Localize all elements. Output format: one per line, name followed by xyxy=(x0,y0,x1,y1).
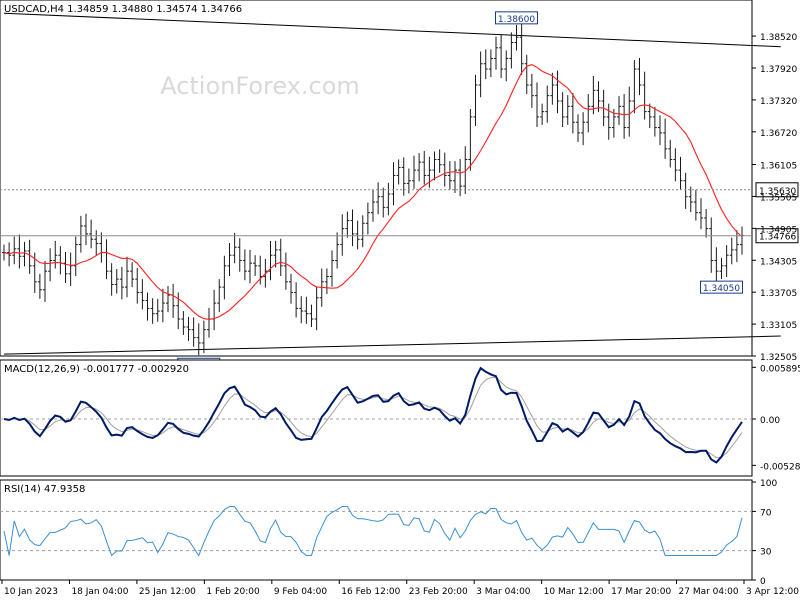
price-panel: ActionForex.com 1.35630 1.34766 1.38600 1.… xyxy=(0,0,799,371)
rsi-tick-label: 30 xyxy=(760,548,772,558)
price-plot-frame xyxy=(0,0,753,357)
moving-average-line xyxy=(3,64,743,321)
price-tick-label: 1.32505 xyxy=(760,353,797,363)
time-tick-label: 10 Mar 12:00 xyxy=(544,587,604,597)
price-tick-label: 1.37920 xyxy=(760,65,797,75)
rsi-tick-label: 0 xyxy=(760,577,766,587)
channel-lower-line xyxy=(3,335,781,355)
macd-signal-line xyxy=(3,376,743,458)
price-axis: 1.38520 1.37920 1.37320 1.36720 1.36105 1.355… xyxy=(752,33,797,363)
rsi-tick-label: 100 xyxy=(760,479,777,489)
macd-line xyxy=(3,366,743,464)
channel-upper-line xyxy=(3,12,781,48)
price-level-box xyxy=(755,182,799,198)
rsi-panel: RSI(14) 47.9358 100 70 30 0 xyxy=(0,479,777,587)
time-axis: 10 Jan 2023 18 Jan 04:00 25 Jan 12:00 1 Feb… xyxy=(1,580,799,597)
price-tick-label: 1.36720 xyxy=(760,129,797,139)
macd-header: MACD(12,26,9) -0.001777 -0.002920 xyxy=(4,364,189,375)
time-tick-label: 18 Jan 04:00 xyxy=(71,587,128,597)
time-tick-label: 25 Jan 12:00 xyxy=(139,587,196,597)
time-tick-label: 9 Feb 04:00 xyxy=(274,587,328,597)
price-level-box xyxy=(755,228,799,244)
time-tick-label: 17 Mar 20:00 xyxy=(611,587,671,597)
price-tick-label: 1.34905 xyxy=(760,225,797,235)
price-tick-label: 1.33705 xyxy=(760,289,797,299)
time-tick-label: 27 Mar 04:00 xyxy=(679,587,739,597)
price-tick-label: 1.37320 xyxy=(760,97,797,107)
swing-label: 1.34050 xyxy=(703,284,740,294)
price-tick-label: 1.38520 xyxy=(760,33,797,43)
price-bars xyxy=(2,22,744,356)
rsi-line xyxy=(3,506,743,557)
trend-channel xyxy=(3,12,781,355)
rsi-header: RSI(14) 47.9358 xyxy=(4,484,85,495)
watermark: ActionForex.com xyxy=(160,72,360,100)
swing-label: 1.38600 xyxy=(498,15,535,25)
swing-label-box xyxy=(700,280,743,294)
macd-plot-frame xyxy=(0,359,753,477)
price-level-label: 1.35630 xyxy=(759,187,796,197)
rsi-tick-label: 70 xyxy=(760,508,772,518)
macd-tick-label: 0.00 xyxy=(760,416,780,426)
price-tick-label: 1.33105 xyxy=(760,321,797,331)
macd-panel: MACD(12,26,9) -0.001777 -0.002920 0.0058… xyxy=(0,359,800,477)
time-tick-label: 23 Feb 20:00 xyxy=(409,587,468,597)
time-tick-label: 3 Apr 12:00 xyxy=(746,587,799,597)
rsi-plot-frame xyxy=(0,479,753,581)
price-tick-label: 1.34305 xyxy=(760,257,797,267)
price-level-label: 1.34766 xyxy=(759,233,796,243)
time-tick-label: 3 Mar 04:00 xyxy=(476,587,531,597)
rsi-axis: 100 70 30 0 xyxy=(0,479,777,587)
time-tick-label: 1 Feb 20:00 xyxy=(206,587,260,597)
macd-tick-label: -0.005286 xyxy=(760,462,800,472)
price-levels: 1.35630 1.34766 xyxy=(0,182,799,244)
time-tick-label: 16 Feb 12:00 xyxy=(341,587,400,597)
swing-label-box xyxy=(495,11,538,25)
instrument-header: USDCAD,H4 1.34859 1.34880 1.34574 1.3476… xyxy=(4,4,242,15)
price-tick-label: 1.35505 xyxy=(760,193,797,203)
macd-tick-label: 0.005895 xyxy=(760,364,800,374)
price-tick-label: 1.36105 xyxy=(760,162,797,172)
time-tick-label: 10 Jan 2023 xyxy=(4,587,58,597)
